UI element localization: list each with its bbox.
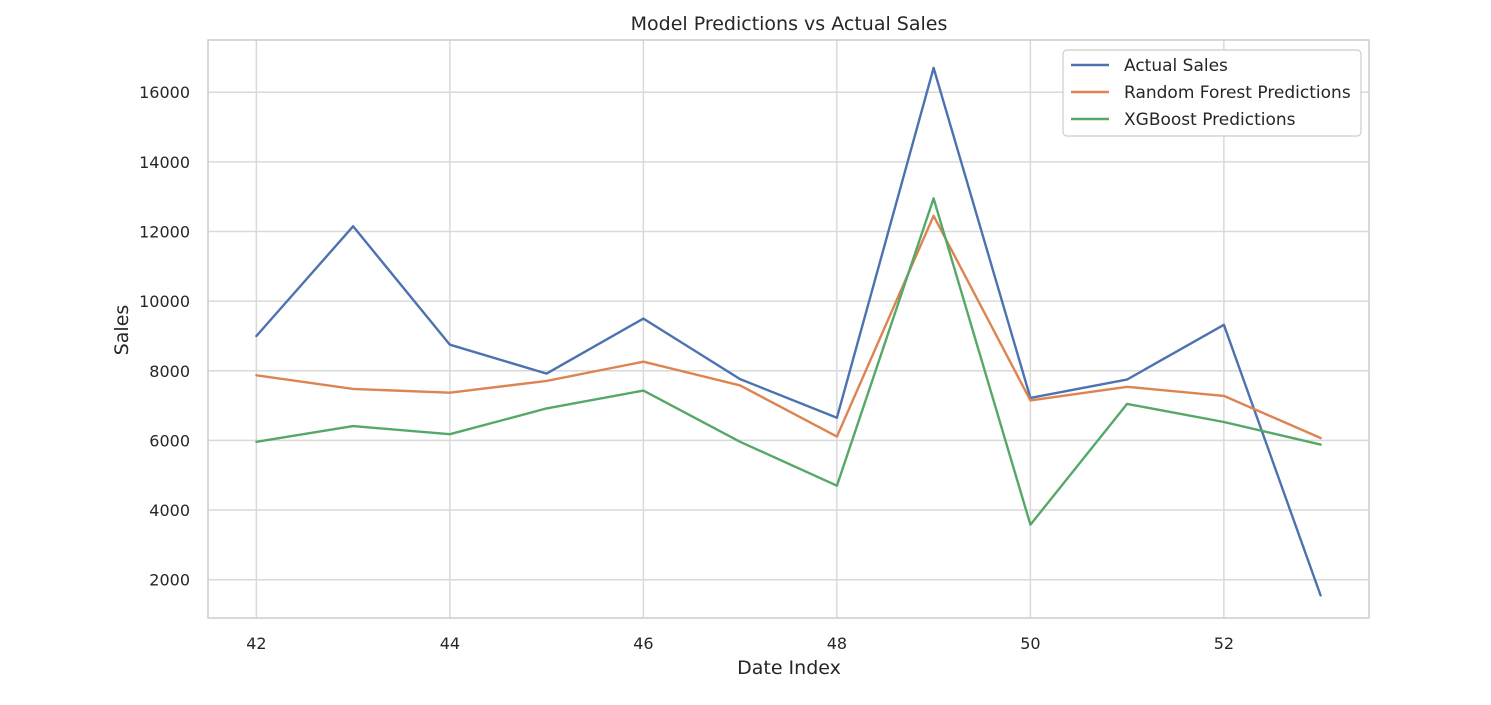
series-lines [255,66,1322,597]
y-tick-label: 10000 [139,292,190,311]
legend-label-actual-sales: Actual Sales [1124,56,1228,76]
x-tick-label: 44 [440,634,460,653]
plot-frame [207,39,1370,619]
x-tick-label: 50 [1020,634,1040,653]
x-tick-label: 46 [633,634,653,653]
legend-box [1062,49,1362,137]
x-tick-label: 48 [827,634,847,653]
y-tick-label: 14000 [139,153,190,172]
legend-label-random-forest-predictions: Random Forest Predictions [1124,83,1351,103]
y-axis-label: Sales [111,305,133,356]
legend-label-xgboost-predictions: XGBoost Predictions [1124,110,1296,130]
y-tick-label: 12000 [139,223,190,242]
x-tick-labels: 42 44 46 48 50 52 [246,634,1234,653]
x-tick-label: 42 [246,634,266,653]
x-tick-label: 52 [1214,634,1234,653]
y-tick-label: 4000 [149,501,190,520]
x-axis-label: Date Index [737,657,841,679]
chart-title: Model Predictions vs Actual Sales [631,13,948,35]
y-tick-label: 2000 [149,571,190,590]
series-line-xgboost-predictions [255,197,1322,526]
y-tick-label: 16000 [139,83,190,102]
series-line-random-forest-predictions [255,214,1322,440]
y-tick-labels: 2000 4000 6000 8000 10000 12000 14000 16000 [139,83,190,589]
y-tick-label: 6000 [149,431,190,450]
y-tick-label: 8000 [149,362,190,381]
series-line-actual-sales [255,66,1322,597]
legend: Actual Sales Random Forest Predictions XGB… [1062,49,1362,137]
